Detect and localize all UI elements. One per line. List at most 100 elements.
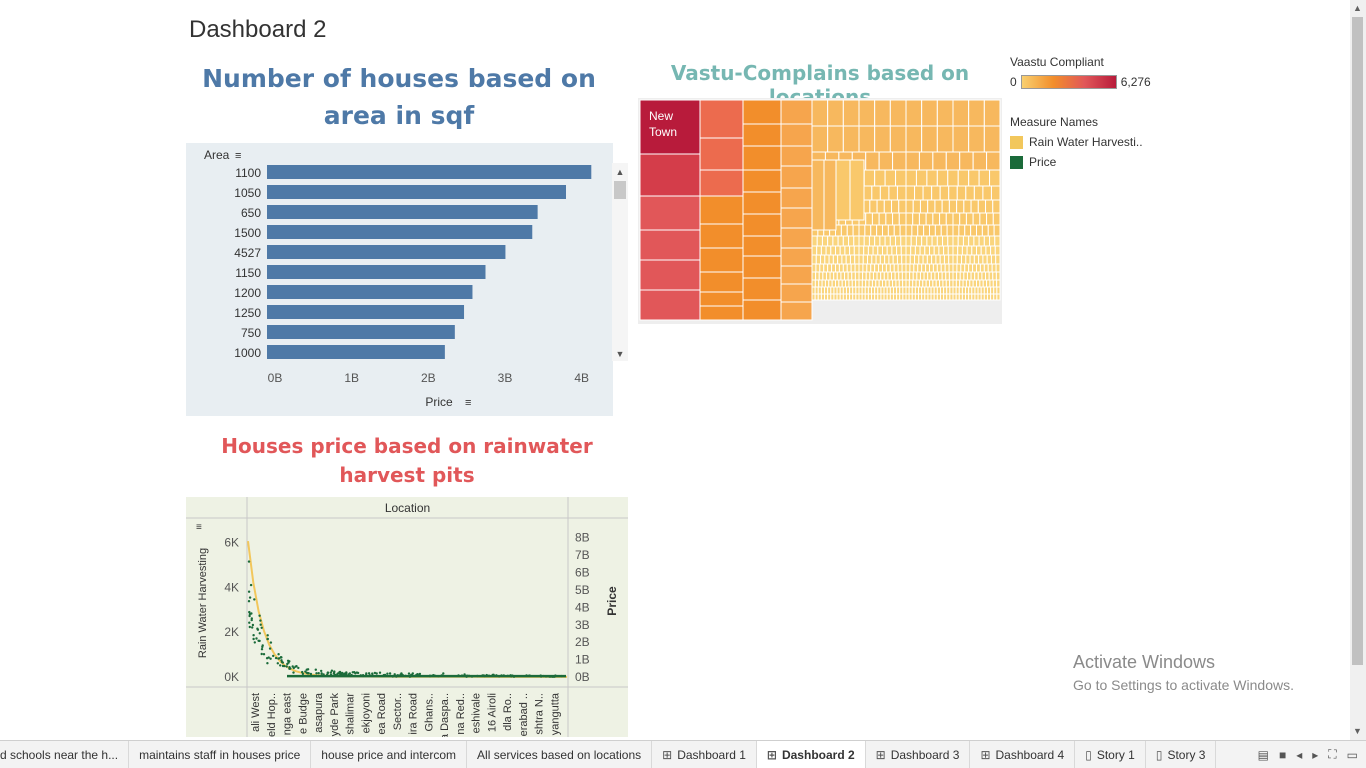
price-point[interactable] [269, 657, 272, 660]
treemap-cell[interactable] [977, 199, 987, 214]
treemap-cell[interactable] [780, 165, 813, 189]
price-point[interactable] [333, 670, 336, 673]
treemap-cell[interactable] [989, 279, 994, 288]
treemap-cell[interactable] [919, 199, 929, 214]
treemap-cell[interactable] [969, 254, 975, 265]
treemap-cell[interactable] [840, 271, 846, 281]
treemap-cell[interactable] [987, 263, 993, 273]
treemap-cell[interactable] [865, 151, 880, 171]
treemap-cell[interactable] [932, 151, 947, 171]
scroll-thumb[interactable] [614, 181, 626, 199]
treemap-cell[interactable] [979, 263, 985, 273]
treemap-cell[interactable] [913, 263, 919, 273]
treemap-cell[interactable] [992, 279, 998, 288]
treemap-cell[interactable] [957, 245, 963, 256]
treemap-cell[interactable] [952, 235, 959, 247]
treemap-cell[interactable] [929, 263, 934, 273]
treemap-cell[interactable] [876, 224, 883, 237]
treemap-cell[interactable] [976, 279, 981, 288]
treemap-cell[interactable] [956, 254, 963, 265]
treemap-cell[interactable] [986, 212, 994, 226]
treemap-cell[interactable] [742, 213, 782, 237]
treemap-cell[interactable] [879, 254, 886, 265]
treemap-cell[interactable] [909, 254, 916, 265]
treemap-cell[interactable] [780, 265, 813, 285]
treemap-cell[interactable] [948, 254, 954, 265]
price-point[interactable] [287, 661, 290, 664]
treemap-cell[interactable] [926, 169, 938, 187]
treemap-cell[interactable] [921, 235, 928, 247]
treemap-cell[interactable] [867, 245, 874, 256]
next-tab-icon[interactable]: ▸ [1312, 747, 1319, 762]
treemap-cell[interactable] [877, 245, 884, 256]
treemap-cell[interactable] [811, 99, 829, 127]
treemap-cell[interactable] [983, 263, 989, 273]
price-point[interactable] [265, 657, 269, 660]
price-point[interactable] [259, 623, 262, 626]
treemap-cell[interactable] [931, 235, 938, 247]
treemap-cell[interactable] [742, 235, 782, 257]
treemap-cell[interactable] [818, 271, 824, 281]
page-scroll-down-icon[interactable]: ▼ [1353, 726, 1362, 736]
treemap-cell[interactable] [830, 245, 837, 256]
treemap-cell[interactable] [884, 254, 890, 265]
treemap-cell[interactable] [882, 263, 887, 273]
treemap-cell[interactable] [976, 224, 983, 237]
treemap-cell[interactable] [949, 279, 954, 288]
treemap-cell[interactable] [870, 263, 876, 273]
treemap-cell[interactable] [952, 254, 958, 265]
treemap-cell[interactable] [892, 279, 897, 288]
treemap-cell[interactable] [892, 212, 900, 226]
treemap-cell[interactable] [985, 271, 990, 281]
treemap-cell[interactable] [874, 169, 886, 187]
price-point[interactable] [388, 672, 392, 675]
price-point[interactable] [294, 665, 297, 668]
treemap-cell[interactable] [868, 235, 876, 247]
treemap-cell[interactable] [932, 263, 938, 273]
treemap-cell[interactable] [862, 263, 868, 273]
treemap-cell[interactable] [974, 271, 979, 281]
price-point[interactable] [330, 669, 334, 672]
treemap-cell[interactable] [815, 263, 821, 273]
price-point[interactable] [285, 665, 288, 668]
treemap-cell[interactable] [968, 263, 974, 273]
price-point[interactable] [367, 672, 371, 675]
treemap-cell[interactable] [917, 263, 923, 273]
price-point[interactable] [260, 648, 264, 651]
treemap-cell[interactable] [891, 199, 900, 214]
price-point[interactable] [253, 641, 256, 644]
price-point[interactable] [252, 637, 255, 641]
tab-dashboard-4[interactable]: ⊞ Dashboard 4 [970, 741, 1076, 768]
bar[interactable] [267, 305, 465, 319]
treemap-cell[interactable] [871, 212, 880, 226]
treemap-cell[interactable] [900, 235, 907, 247]
treemap-cell[interactable] [992, 271, 997, 281]
treemap-cell[interactable] [871, 185, 881, 201]
treemap-cell[interactable] [820, 245, 827, 256]
treemap-cell[interactable] [939, 279, 944, 288]
treemap-cell[interactable] [780, 187, 813, 209]
treemap-cell[interactable] [902, 279, 907, 288]
treemap-cell[interactable] [922, 279, 927, 288]
treemap-cell[interactable] [962, 235, 970, 247]
treemap-cell[interactable] [959, 151, 974, 171]
treemap-cell[interactable] [885, 279, 890, 288]
treemap-cell[interactable] [983, 235, 991, 247]
treemap-cell[interactable] [922, 185, 933, 201]
treemap-cell[interactable] [699, 137, 744, 171]
price-point[interactable] [301, 672, 305, 676]
treemap-cell[interactable] [853, 245, 860, 256]
treemap-cell[interactable] [858, 99, 876, 127]
treemap-cell[interactable] [921, 263, 927, 273]
treemap-cell[interactable] [849, 245, 855, 256]
treemap-cell[interactable] [841, 279, 847, 288]
treemap-cell[interactable] [914, 245, 921, 256]
treemap-cell[interactable] [874, 235, 881, 247]
treemap-cell[interactable] [918, 151, 934, 171]
treemap-cell[interactable] [912, 199, 921, 214]
treemap-cell[interactable] [886, 245, 893, 256]
treemap-cell[interactable] [912, 212, 920, 226]
treemap-cell[interactable] [891, 245, 898, 256]
treemap-cell[interactable] [986, 151, 1001, 171]
treemap-cell[interactable] [965, 254, 971, 265]
